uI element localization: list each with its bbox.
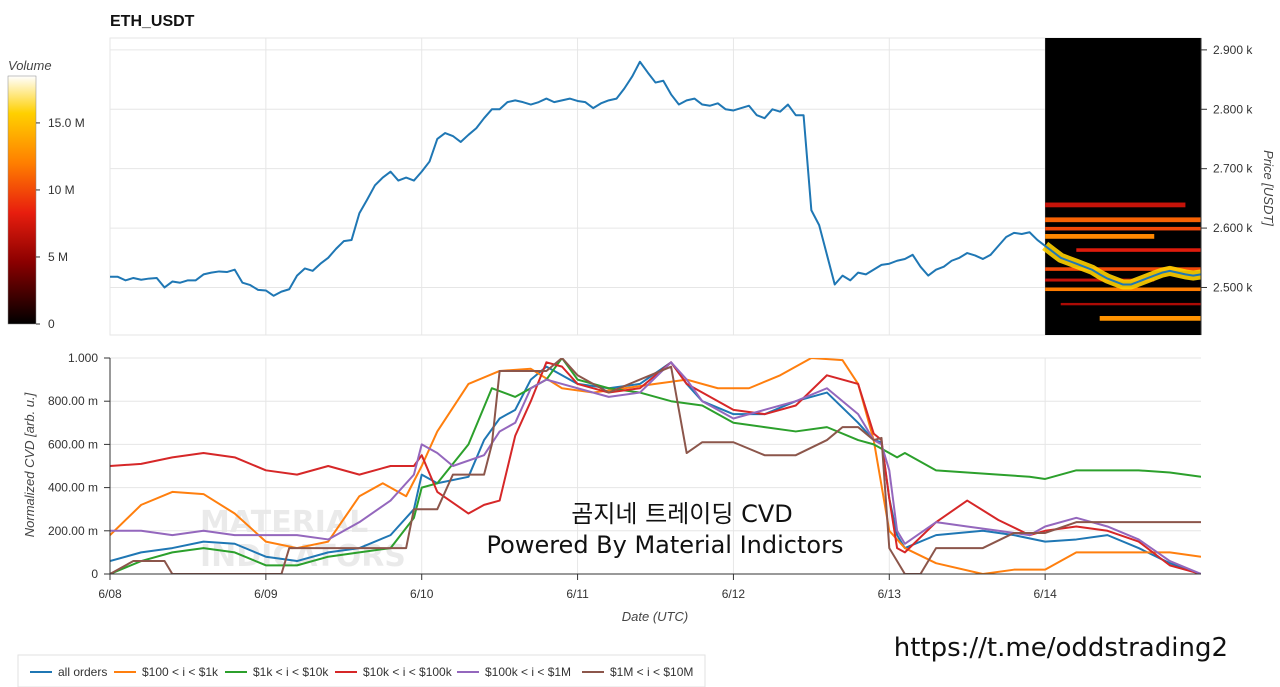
price-tick-label: 2.600 k — [1213, 221, 1253, 235]
date-tick-label: 6/11 — [566, 587, 589, 601]
cvd-line — [110, 361, 1201, 574]
cvd-line — [110, 358, 1201, 574]
cvd-axes: 0 200.00 m 400.00 m 600.00 m 800.00 m 1.000 6/… — [48, 351, 1201, 601]
date-tick-label: 6/09 — [254, 587, 278, 601]
legend-label: $1k < i < $10k — [253, 665, 329, 679]
date-tick-label: 6/10 — [410, 587, 434, 601]
legend-label: $100 < i < $1k — [142, 665, 219, 679]
price-line — [110, 60, 1201, 297]
date-tick-label: 6/12 — [722, 587, 746, 601]
cvd-tick-label: 0 — [91, 567, 98, 581]
watermark-line2: INDICATORS — [200, 539, 406, 574]
cvd-tick-label: 200.00 m — [48, 524, 98, 538]
cvd-tick-label: 400.00 m — [48, 481, 98, 495]
cvd-tick-label: 800.00 m — [48, 394, 98, 408]
legend-label: $100k < i < $1M — [485, 665, 571, 679]
chart-title: ETH_USDT — [110, 13, 195, 30]
colorbar-tick-label: 5 M — [48, 250, 68, 264]
heatmap-band — [1045, 202, 1186, 208]
price-tick-label: 2.900 k — [1213, 43, 1253, 57]
cvd-axis-label: Normalized CVD [arb. u.] — [22, 392, 37, 537]
colorbar-tick-label: 15.0 M — [48, 116, 85, 130]
heatmap-band — [1045, 226, 1201, 231]
heatmap-band — [1045, 267, 1201, 271]
legend-label: $10k < i < $100k — [363, 665, 453, 679]
price-series — [110, 60, 1201, 297]
legend-label: all orders — [58, 665, 107, 679]
cvd-series — [110, 358, 1201, 574]
telegram-link[interactable]: https://t.me/oddstrading2 — [894, 633, 1228, 663]
overlay-title: 곰지네 트레이딩 CVD — [571, 500, 792, 528]
heatmap-band — [1045, 217, 1201, 223]
cvd-line — [110, 361, 1201, 574]
price-axis-label: Price [USDT] — [1261, 150, 1276, 226]
cvd-tick-label: 1.000 — [68, 351, 98, 365]
heatmap-band — [1045, 234, 1155, 239]
heatmap-band — [1060, 302, 1201, 306]
cvd-line — [110, 358, 1201, 574]
colorbar — [7, 75, 37, 325]
colorbar-tick-label: 0 — [48, 317, 55, 331]
date-axis-label: Date (UTC) — [622, 609, 688, 624]
date-tick-label: 6/13 — [878, 587, 902, 601]
colorbar-title: Volume — [8, 58, 52, 73]
legend-label: $1M < i < $10M — [610, 665, 693, 679]
colorbar-tick-label: 10 M — [48, 183, 75, 197]
volume-heatmap — [1042, 38, 1201, 335]
cvd-line — [110, 358, 1201, 574]
heatmap-band — [1076, 248, 1201, 252]
date-tick-label: 6/14 — [1033, 587, 1057, 601]
heatmap-band — [1099, 315, 1201, 321]
cvd-tick-label: 600.00 m — [48, 437, 98, 451]
overlay-subtitle: Powered By Material Indictors — [487, 531, 844, 559]
cvd-line — [110, 361, 1201, 574]
price-tick-label: 2.500 k — [1213, 280, 1253, 294]
legend: all orders $100 < i < $1k $1k < i < $10k $1… — [30, 665, 693, 679]
price-tick-label: 2.800 k — [1213, 102, 1253, 116]
price-tick-label: 2.700 k — [1213, 162, 1253, 176]
date-tick-label: 6/08 — [98, 587, 122, 601]
colorbar-ticks: 0 5 M 10 M 15.0 M — [36, 116, 85, 331]
price-y-axis: 2.500 k 2.600 k 2.700 k 2.800 k 2.900 k — [1200, 38, 1253, 335]
